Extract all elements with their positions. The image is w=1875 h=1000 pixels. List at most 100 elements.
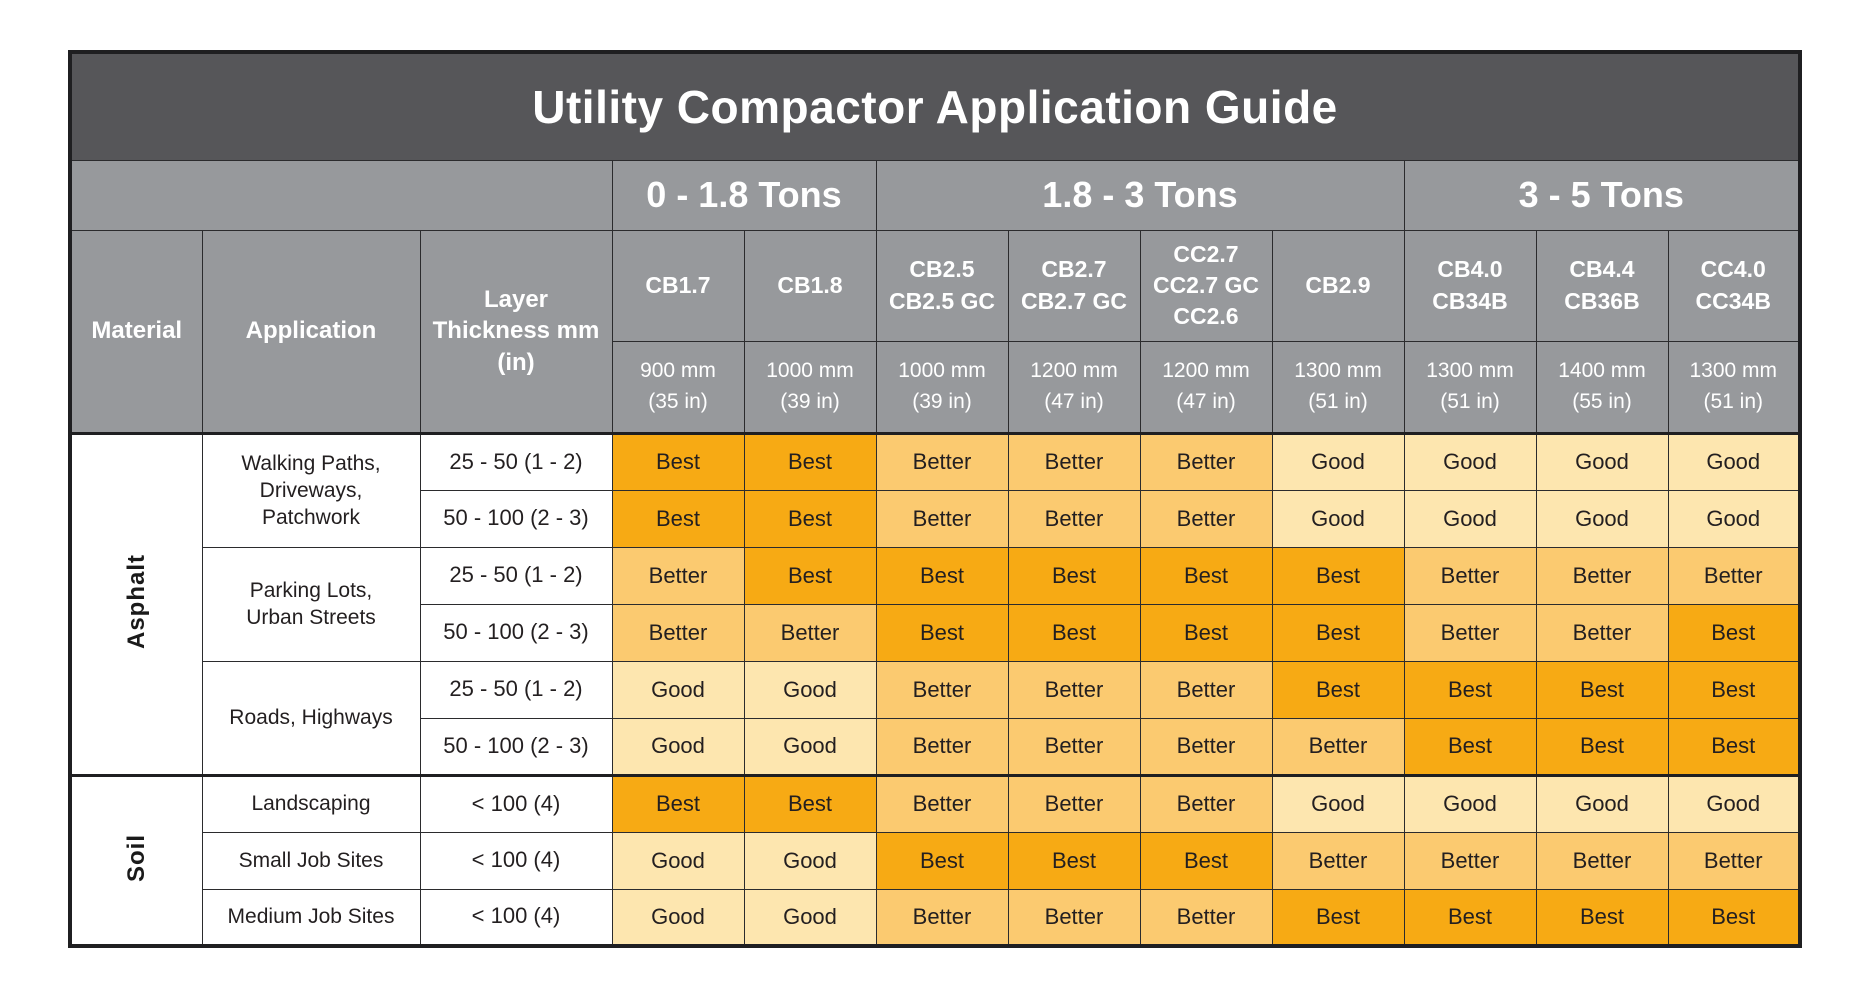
tonnage-group-0-1-8: 0 - 1.8 Tons xyxy=(611,159,877,231)
rating-cell-cb2.7: Better xyxy=(1007,888,1141,947)
rating-cell-cc4.0: Better xyxy=(1667,546,1801,605)
table-row: Parking Lots, Urban Streets 25 - 50 (1 - … xyxy=(70,546,1801,662)
rating-cell-cb1.8: Good xyxy=(743,717,877,776)
application-cell-parking-lots: Parking Lots, Urban Streets xyxy=(201,546,421,662)
rating-cell-cb2.9: Good xyxy=(1271,489,1405,548)
rating-cell-cc4.0: Best xyxy=(1667,717,1801,776)
rating-cell-cc2.7: Better xyxy=(1139,773,1273,833)
rating-cell-cb2.5: Better xyxy=(875,773,1009,833)
rating-cell-cb2.7: Best xyxy=(1007,831,1141,890)
material-vertical-text: Asphalt xyxy=(122,553,150,649)
rating-cell-cb2.5: Better xyxy=(875,888,1009,947)
rating-cell-cc4.0: Good xyxy=(1667,489,1801,548)
application-cell-medium-job-sites: Medium Job Sites xyxy=(201,888,421,947)
model-header-cb2.9: CB2.9 xyxy=(1271,229,1405,342)
rating-cell-cb2.9: Best xyxy=(1271,888,1405,947)
tonnage-group-3-5: 3 - 5 Tons xyxy=(1403,159,1801,231)
thickness-cell: < 100 (4) xyxy=(419,773,613,833)
rating-cell-cb1.7: Good xyxy=(611,717,745,776)
rating-cell-cc2.7: Best xyxy=(1139,831,1273,890)
material-column-header: Material xyxy=(69,229,203,434)
rating-cell-cb4.0: Better xyxy=(1403,546,1537,605)
drum-width-cb2.5: 1000 mm (39 in) xyxy=(875,340,1009,435)
rating-cell-cb1.7: Good xyxy=(611,888,745,947)
table-row: Small Job Sites < 100 (4) Good Good Best Best… xyxy=(70,831,1801,890)
rating-cell-cc2.7: Best xyxy=(1139,603,1273,662)
application-column-header: Application xyxy=(201,229,421,434)
rating-cell-cb4.0: Better xyxy=(1403,831,1537,890)
rating-cell-cb2.5: Better xyxy=(875,431,1009,491)
table-row: Roads, Highways 25 - 50 (1 - 2) Good Good Be… xyxy=(70,660,1801,776)
thickness-cell: 25 - 50 (1 - 2) xyxy=(419,431,613,491)
table-row: 50 - 100 (2 - 3) Better Better Best Best Best… xyxy=(70,603,1801,662)
rating-cell-cc4.0: Best xyxy=(1667,660,1801,719)
drum-width-cc4.0: 1300 mm (51 in) xyxy=(1667,340,1801,435)
rating-cell-cb1.7: Better xyxy=(611,603,745,662)
drum-width-cb1.7: 900 mm (35 in) xyxy=(611,340,745,435)
title-row: Utility Compactor Application Guide xyxy=(69,51,1801,161)
rating-cell-cc2.7: Better xyxy=(1139,888,1273,947)
rating-cell-cb2.7: Better xyxy=(1007,773,1141,833)
rating-cell-cb4.4: Good xyxy=(1535,773,1669,833)
rating-cell-cc4.0: Good xyxy=(1667,773,1801,833)
rating-cell-cb1.8: Best xyxy=(743,773,877,833)
thickness-cell: 50 - 100 (2 - 3) xyxy=(419,603,613,662)
model-header-cb1.7: CB1.7 xyxy=(611,229,745,342)
drum-width-cb1.8: 1000 mm (39 in) xyxy=(743,340,877,435)
rating-cell-cb2.5: Better xyxy=(875,660,1009,719)
rating-cell-cb2.7: Better xyxy=(1007,489,1141,548)
tonnage-group-row: 0 - 1.8 Tons 1.8 - 3 Tons 3 - 5 Tons xyxy=(69,159,1801,231)
drum-width-row: 900 mm (35 in) 1000 mm (39 in) 1000 mm (39… xyxy=(70,340,1801,435)
rating-cell-cb1.7: Better xyxy=(611,546,745,605)
rating-cell-cb4.0: Good xyxy=(1403,431,1537,491)
model-header-cb1.8: CB1.8 xyxy=(743,229,877,342)
application-cell-landscaping: Landscaping xyxy=(201,773,421,833)
table-row: 50 - 100 (2 - 3) Best Best Better Better Bett… xyxy=(70,489,1801,548)
table-row: Soil Landscaping < 100 (4) Best Best Better Be… xyxy=(69,773,1801,947)
table-row: Asphalt Walking Paths, Driveways, Patchwo… xyxy=(69,431,1801,776)
rating-cell-cb4.0: Best xyxy=(1403,717,1537,776)
rating-cell-cb1.7: Best xyxy=(611,773,745,833)
rating-cell-cb1.7: Good xyxy=(611,831,745,890)
rating-cell-cb2.9: Best xyxy=(1271,546,1405,605)
drum-width-cb2.9: 1300 mm (51 in) xyxy=(1271,340,1405,435)
rating-cell-cb1.8: Good xyxy=(743,831,877,890)
rating-cell-cc2.7: Better xyxy=(1139,717,1273,776)
rating-cell-cc2.7: Better xyxy=(1139,489,1273,548)
rating-cell-cb2.7: Better xyxy=(1007,660,1141,719)
rating-cell-cb2.7: Better xyxy=(1007,431,1141,491)
rating-cell-cb4.4: Good xyxy=(1535,489,1669,548)
rating-cell-cc2.7: Better xyxy=(1139,660,1273,719)
rating-cell-cb4.0: Best xyxy=(1403,660,1537,719)
rating-cell-cb1.7: Best xyxy=(611,431,745,491)
guide-table-body: Asphalt Walking Paths, Driveways, Patchwo… xyxy=(69,431,1801,947)
thickness-cell: 50 - 100 (2 - 3) xyxy=(419,489,613,548)
model-header-row: Material Application Layer Thickness mm … xyxy=(69,229,1801,434)
rating-cell-cb4.4: Better xyxy=(1535,831,1669,890)
rating-cell-cc4.0: Best xyxy=(1667,888,1801,947)
rating-cell-cc4.0: Best xyxy=(1667,603,1801,662)
thickness-cell: 25 - 50 (1 - 2) xyxy=(419,660,613,719)
rating-cell-cb4.4: Better xyxy=(1535,603,1669,662)
rating-cell-cb1.8: Better xyxy=(743,603,877,662)
rating-cell-cb1.8: Best xyxy=(743,431,877,491)
model-header-cb4.4: CB4.4 CB36B xyxy=(1535,229,1669,342)
rating-cell-cb1.8: Good xyxy=(743,660,877,719)
rating-cell-cb4.0: Good xyxy=(1403,489,1537,548)
rating-cell-cb2.5: Better xyxy=(875,717,1009,776)
page-title: Utility Compactor Application Guide xyxy=(69,51,1801,161)
table-row: Medium Job Sites < 100 (4) Good Good Better B… xyxy=(70,888,1801,947)
thickness-cell: < 100 (4) xyxy=(419,831,613,890)
rating-cell-cb4.0: Better xyxy=(1403,603,1537,662)
rating-cell-cb2.5: Best xyxy=(875,831,1009,890)
rating-cell-cb2.9: Best xyxy=(1271,603,1405,662)
rating-cell-cb1.7: Good xyxy=(611,660,745,719)
application-guide: Utility Compactor Application Guide 0 - … xyxy=(68,50,1802,948)
rating-cell-cb4.0: Best xyxy=(1403,888,1537,947)
rating-cell-cb4.4: Better xyxy=(1535,546,1669,605)
rating-cell-cc4.0: Good xyxy=(1667,431,1801,491)
rating-cell-cb2.9: Good xyxy=(1271,431,1405,491)
rating-cell-cb4.4: Best xyxy=(1535,888,1669,947)
rating-cell-cb4.0: Good xyxy=(1403,773,1537,833)
material-label-asphalt: Asphalt xyxy=(69,431,203,776)
